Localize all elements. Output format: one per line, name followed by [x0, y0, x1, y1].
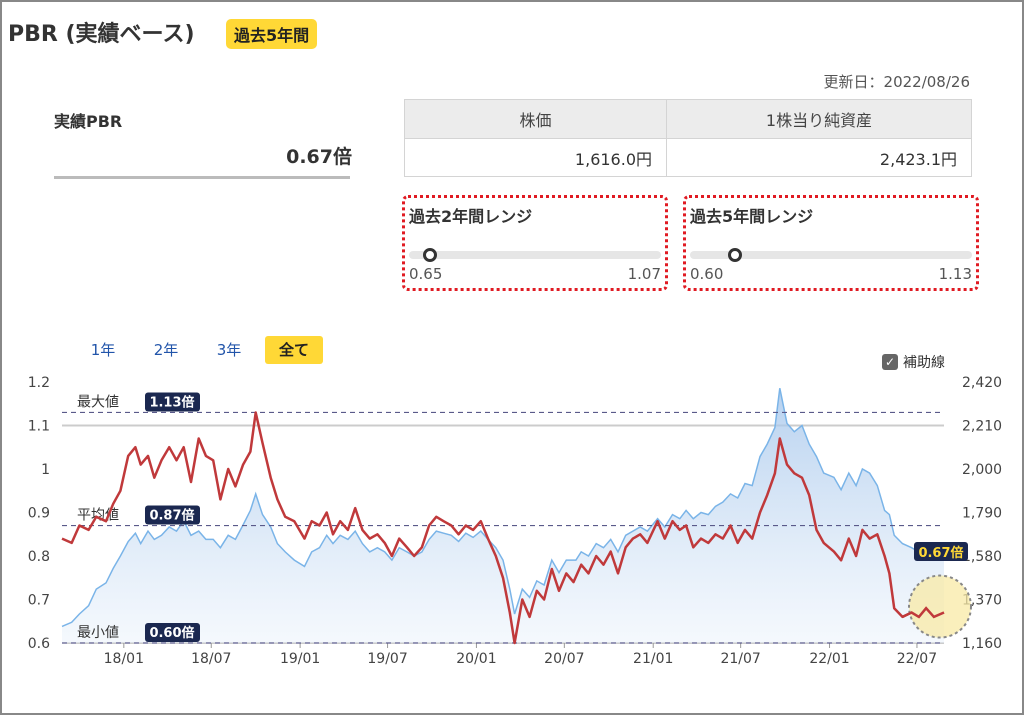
- y-right-tick-label: 2,210: [962, 419, 1002, 435]
- reference-line-name: 最小値: [77, 625, 119, 641]
- y-left-tick-label: 0.9: [28, 506, 50, 522]
- reference-line-badge: [145, 505, 200, 525]
- x-tick-label: 21/01: [633, 651, 673, 667]
- price-table: 株価 1株当り純資産 1,616.0円 2,423.1円: [404, 99, 972, 177]
- y-right-tick-label: 2,420: [962, 375, 1002, 391]
- stock-price-area: [62, 388, 944, 643]
- range-2y-track: [409, 251, 661, 259]
- range-2y-title: 過去2年間レンジ: [409, 207, 533, 226]
- bps-header: 1株当り純資産: [666, 99, 972, 139]
- range-2y-max: 1.07: [627, 265, 661, 283]
- x-tick-label: 21/07: [720, 651, 760, 667]
- x-tick-label: 22/01: [809, 651, 849, 667]
- y-left-tick-label: 1.1: [28, 419, 50, 435]
- tab-3y[interactable]: 3年: [216, 341, 242, 359]
- range-5y-min: 0.60: [690, 265, 724, 283]
- x-tick-label: 18/01: [104, 651, 144, 667]
- y-right-tick-label: 1,160: [962, 636, 1002, 652]
- updated-date: 更新日：2022/08/26: [823, 73, 970, 91]
- x-tick-label: 20/01: [456, 651, 496, 667]
- y-right-tick-label: 2,000: [962, 462, 1002, 478]
- range-2y-marker: [423, 248, 438, 262]
- period-badge: 過去5年間: [226, 19, 318, 49]
- current-point-highlight: [908, 574, 972, 639]
- pbr-value: 0.67倍: [286, 146, 352, 168]
- tab-all[interactable]: 全て: [265, 336, 323, 364]
- tab-1y[interactable]: 1年: [90, 341, 116, 359]
- y-right-tick-label: 1,370: [962, 593, 1002, 609]
- range-5y-title: 過去5年間レンジ: [690, 207, 814, 226]
- y-left-tick-label: 0.6: [28, 636, 50, 652]
- reference-line-name: 最大値: [77, 394, 119, 410]
- aux-lines-toggle[interactable]: ✓ 補助線: [882, 352, 945, 372]
- checkbox-checked-icon[interactable]: ✓: [882, 354, 898, 370]
- y-left-tick-label: 0.8: [28, 549, 50, 565]
- aux-lines-label: 補助線: [903, 355, 945, 371]
- tab-2y[interactable]: 2年: [153, 341, 179, 359]
- range-5y-track: [690, 251, 972, 259]
- reference-line-badge: [145, 392, 200, 412]
- range-5y: 過去5年間レンジ 0.60 1.13: [683, 195, 979, 291]
- range-5y-marker: [727, 248, 742, 262]
- reference-line-badge: [145, 623, 200, 642]
- x-tick-label: 19/07: [367, 651, 407, 667]
- y-right-tick-label: 1,790: [962, 506, 1002, 522]
- y-left-tick-label: 1.2: [28, 375, 50, 391]
- y-left-tick-label: 0.7: [28, 593, 50, 609]
- price-header: 株価: [404, 99, 667, 139]
- pbr-label: 実績PBR: [54, 112, 123, 131]
- y-right-tick-label: 1,580: [962, 549, 1002, 565]
- price-value: 1,616.0円: [404, 138, 667, 177]
- pbr-underline: [54, 176, 350, 179]
- pbr-line-tail: [901, 606, 945, 619]
- x-tick-label: 18/07: [191, 651, 231, 667]
- reference-line-label: 0.87倍: [149, 508, 194, 524]
- stock-price-line: [61, 388, 945, 628]
- x-tick-label: 22/07: [897, 651, 937, 667]
- reference-line-name: 平均値: [77, 508, 119, 524]
- bps-value: 2,423.1円: [666, 138, 972, 177]
- range-2y-min: 0.65: [409, 265, 443, 283]
- period-tabs: 1年 2年 3年 全て: [72, 336, 324, 364]
- pbr-chart: 1.2 1.1 1 0.9 0.8 0.7 0.6 2,420 2,210 2,000 1,790 1…: [28, 375, 1002, 667]
- pbr-line: [61, 411, 945, 645]
- page-title: PBR (実績ベース): [8, 22, 195, 47]
- range-2y: 過去2年間レンジ 0.65 1.07: [402, 195, 668, 291]
- reference-line-label: 0.60倍: [149, 625, 194, 641]
- x-tick-label: 20/07: [544, 651, 584, 667]
- reference-line-label: 1.13倍: [149, 394, 194, 410]
- y-left-tick-label: 1: [41, 462, 50, 478]
- x-tick-label: 19/01: [280, 651, 320, 667]
- current-value-badge: [914, 542, 968, 561]
- current-value-label: 0.67倍: [918, 545, 963, 561]
- range-5y-max: 1.13: [938, 265, 972, 283]
